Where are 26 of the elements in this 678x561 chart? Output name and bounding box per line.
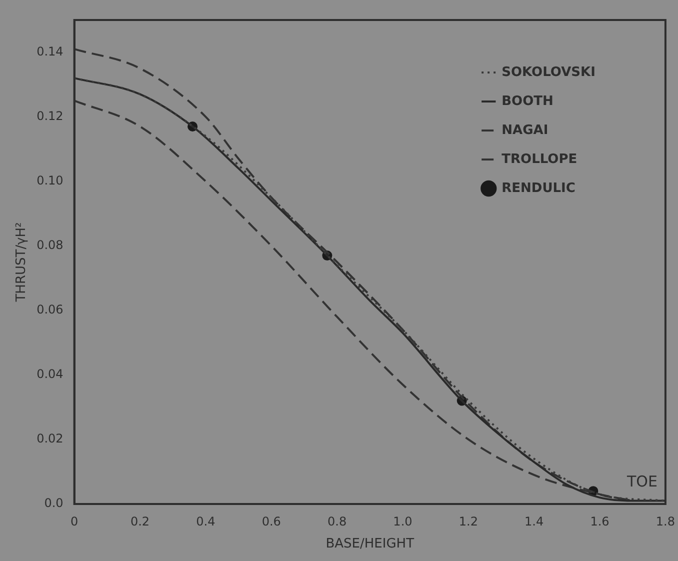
x-tick-label: 0.4: [196, 514, 216, 528]
x-tick-label: 1.4: [524, 514, 544, 528]
legend-label: NAGAI: [502, 122, 548, 138]
x-tick-label: 1.6: [590, 514, 610, 528]
x-tick-label: 0: [70, 514, 78, 528]
legend-label: BOOTH: [502, 94, 554, 109]
x-tick-label: 1.8: [656, 514, 676, 528]
y-tick-label: 0.10: [36, 173, 64, 188]
y-tick-label: 0.14: [36, 44, 64, 58]
legend-label: SOKOLOVSKI: [502, 64, 596, 80]
y-tick-label: 0.08: [36, 238, 64, 252]
y-tick-label: 0.02: [36, 432, 64, 446]
x-tick-label: 0.2: [130, 514, 150, 528]
annotation: TOE: [626, 472, 658, 490]
y-tick-label: 0.12: [36, 108, 64, 123]
y-axis-title: THRUST/γH²: [14, 222, 30, 303]
y-tick-label: 0.04: [36, 367, 64, 382]
x-axis-title: BASE/HEIGHT: [326, 536, 414, 552]
x-tick-label: 1.0: [393, 514, 412, 528]
x-tick-label: 0.8: [328, 514, 347, 528]
y-tick-label: 0.0: [44, 496, 64, 510]
x-tick-label: 1.2: [458, 514, 478, 528]
y-tick-label: 0.06: [36, 302, 64, 317]
x-tick-label: 0.6: [262, 514, 281, 528]
legend-label: TROLLOPE: [502, 152, 578, 167]
legend-label: RENDULIC: [502, 180, 576, 196]
